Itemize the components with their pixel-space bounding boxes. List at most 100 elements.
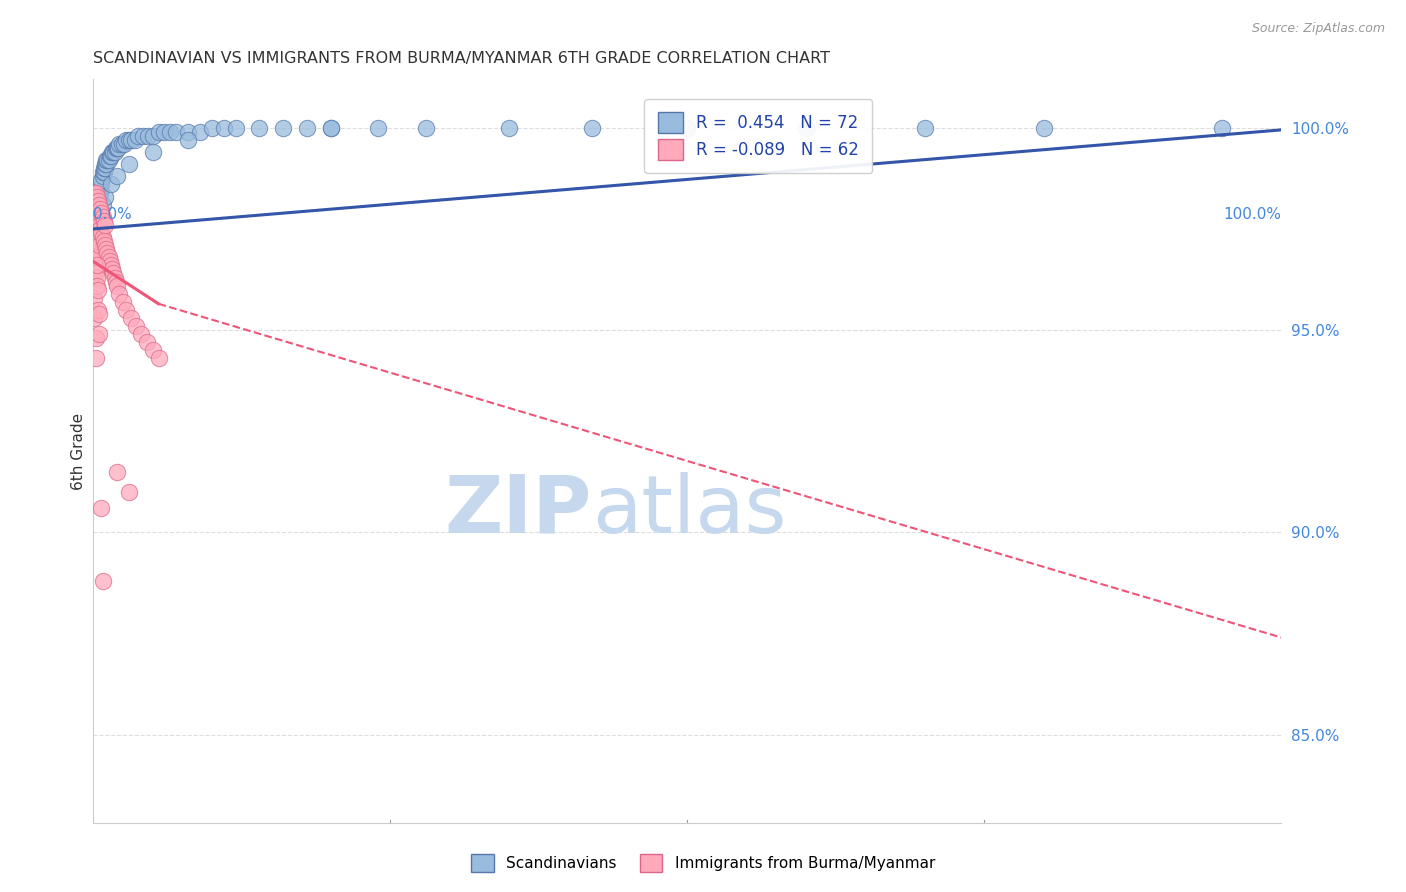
Point [83, 246, 105, 260]
Point [89, 238, 111, 252]
Point [249, 120, 271, 135]
Point [94, 238, 117, 252]
Point [319, 120, 342, 135]
Point [90, 226, 112, 240]
Point [91, 165, 114, 179]
Point [107, 141, 129, 155]
Point [201, 120, 224, 135]
Point [120, 310, 142, 325]
Point [93, 161, 115, 176]
Point [84, 267, 107, 281]
Point [124, 133, 146, 147]
Point [319, 120, 342, 135]
Point [188, 125, 211, 139]
Text: ZIP: ZIP [444, 472, 592, 550]
Point [142, 145, 165, 160]
Point [1032, 120, 1054, 135]
Point [87, 234, 110, 248]
Point [415, 120, 437, 135]
Point [676, 120, 699, 135]
Point [84, 351, 107, 366]
Text: 100.0%: 100.0% [1223, 207, 1281, 222]
Point [93, 234, 115, 248]
Point [914, 120, 936, 135]
Point [83, 267, 105, 281]
Point [87, 214, 110, 228]
Point [86, 230, 108, 244]
Point [105, 465, 128, 479]
Point [794, 120, 817, 135]
Point [89, 222, 111, 236]
Point [94, 189, 117, 203]
Point [96, 153, 118, 168]
Point [94, 218, 117, 232]
Point [87, 214, 110, 228]
Point [87, 198, 110, 212]
Legend: Scandinavians, Immigrants from Burma/Myanmar: Scandinavians, Immigrants from Burma/Mya… [464, 846, 942, 880]
Point [142, 343, 165, 358]
Point [86, 210, 108, 224]
Point [94, 161, 117, 176]
Point [87, 194, 110, 208]
Point [177, 133, 200, 147]
Point [581, 120, 603, 135]
Point [97, 153, 120, 168]
Point [94, 157, 117, 171]
Point [118, 157, 141, 171]
Point [142, 128, 165, 143]
Point [84, 186, 107, 200]
Point [120, 133, 142, 147]
Point [93, 165, 115, 179]
Point [103, 145, 125, 160]
Text: atlas: atlas [592, 472, 786, 550]
Point [103, 270, 125, 285]
Point [91, 574, 114, 588]
Point [86, 270, 108, 285]
Point [89, 181, 111, 195]
Point [89, 186, 111, 200]
Point [104, 141, 127, 155]
Point [271, 120, 294, 135]
Point [118, 133, 141, 147]
Point [89, 218, 111, 232]
Point [84, 331, 107, 345]
Point [83, 206, 105, 220]
Point [83, 226, 105, 240]
Point [100, 259, 122, 273]
Point [108, 286, 131, 301]
Text: 0.0%: 0.0% [93, 207, 132, 222]
Point [96, 242, 118, 256]
Point [103, 267, 125, 281]
Point [89, 202, 111, 216]
Point [101, 145, 124, 160]
Point [115, 302, 138, 317]
Point [91, 198, 114, 212]
Point [89, 189, 111, 203]
Point [1211, 120, 1233, 135]
Point [86, 259, 108, 273]
Point [159, 125, 181, 139]
Point [91, 230, 114, 244]
Point [165, 125, 187, 139]
Point [105, 169, 128, 184]
Point [111, 294, 134, 309]
Text: SCANDINAVIAN VS IMMIGRANTS FROM BURMA/MYANMAR 6TH GRADE CORRELATION CHART: SCANDINAVIAN VS IMMIGRANTS FROM BURMA/MY… [93, 51, 830, 66]
Point [83, 291, 105, 305]
Point [89, 194, 111, 208]
Point [103, 145, 125, 160]
Point [86, 189, 108, 203]
Point [89, 307, 111, 321]
Point [104, 275, 127, 289]
Point [83, 226, 105, 240]
Y-axis label: 6th Grade: 6th Grade [72, 413, 86, 490]
Point [86, 206, 108, 220]
Point [86, 250, 108, 264]
Text: Source: ZipAtlas.com: Source: ZipAtlas.com [1251, 22, 1385, 36]
Point [225, 120, 247, 135]
Point [97, 250, 120, 264]
Point [127, 128, 149, 143]
Point [100, 149, 122, 163]
Legend: R =  0.454   N = 72, R = -0.089   N = 62: R = 0.454 N = 72, R = -0.089 N = 62 [644, 99, 872, 173]
Point [89, 198, 111, 212]
Point [83, 310, 105, 325]
